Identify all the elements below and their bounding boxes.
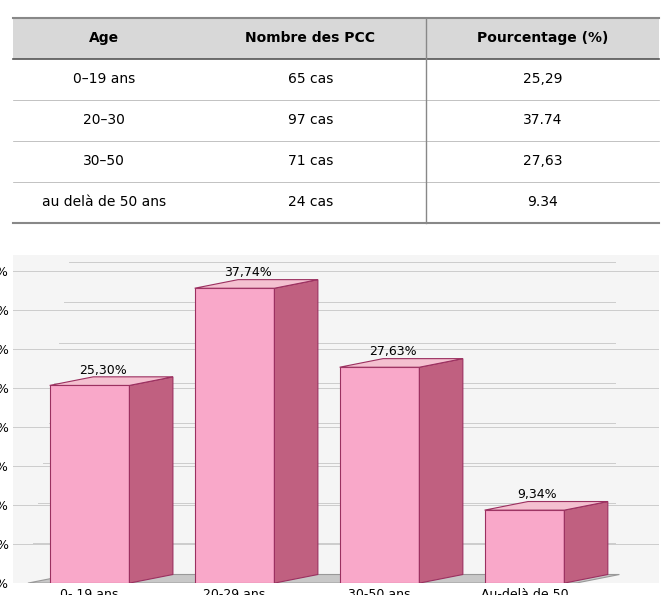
- Text: 37,74%: 37,74%: [224, 267, 271, 280]
- Text: 25,29: 25,29: [523, 73, 562, 86]
- Text: 65 cas: 65 cas: [288, 73, 333, 86]
- Text: 37.74: 37.74: [523, 114, 562, 127]
- Polygon shape: [419, 359, 463, 583]
- Polygon shape: [195, 288, 274, 583]
- Text: 20–30: 20–30: [83, 114, 125, 127]
- Polygon shape: [130, 377, 173, 583]
- Text: 27,63%: 27,63%: [369, 345, 417, 358]
- Text: 30–50: 30–50: [83, 155, 125, 168]
- Text: 0–19 ans: 0–19 ans: [73, 73, 135, 86]
- Bar: [13, 18, 659, 59]
- Text: 24 cas: 24 cas: [288, 195, 333, 209]
- Polygon shape: [564, 502, 607, 583]
- Text: 9.34: 9.34: [527, 195, 558, 209]
- Polygon shape: [50, 386, 130, 583]
- Polygon shape: [28, 575, 620, 583]
- Polygon shape: [485, 502, 607, 510]
- Text: 9,34%: 9,34%: [517, 488, 557, 502]
- Text: 97 cas: 97 cas: [288, 114, 333, 127]
- Text: Pourcentage (%): Pourcentage (%): [476, 32, 608, 45]
- Text: Nombre des PCC: Nombre des PCC: [245, 32, 375, 45]
- Polygon shape: [485, 510, 564, 583]
- Polygon shape: [339, 367, 419, 583]
- Text: 25,30%: 25,30%: [79, 364, 126, 377]
- Text: au delà de 50 ans: au delà de 50 ans: [42, 195, 166, 209]
- Polygon shape: [50, 377, 173, 386]
- Polygon shape: [195, 280, 318, 288]
- Polygon shape: [274, 280, 318, 583]
- Text: 71 cas: 71 cas: [288, 155, 333, 168]
- Polygon shape: [339, 359, 463, 367]
- Text: 27,63: 27,63: [523, 155, 562, 168]
- Text: Age: Age: [89, 32, 119, 45]
